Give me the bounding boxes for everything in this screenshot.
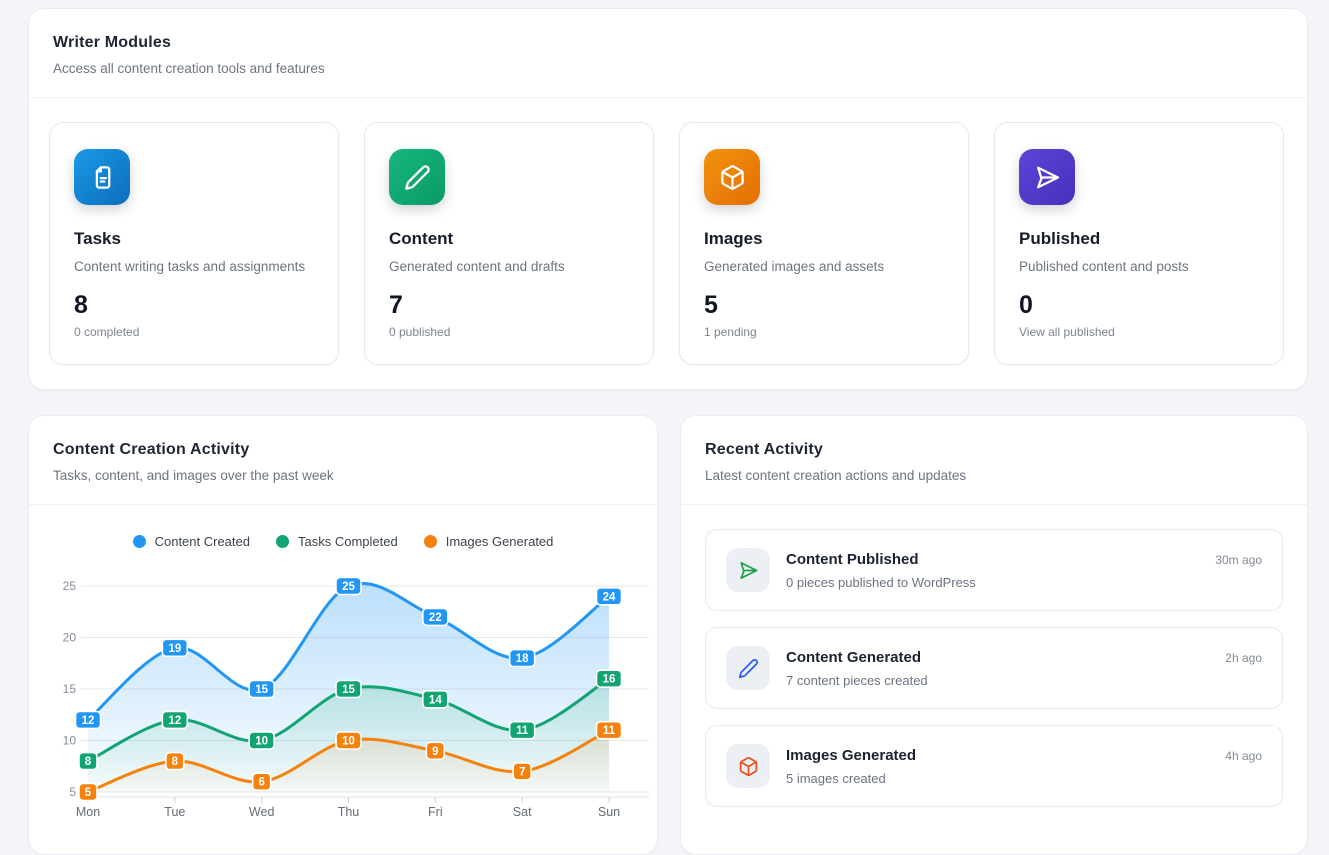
pencil-icon — [726, 646, 770, 690]
svg-text:10: 10 — [342, 736, 355, 748]
activity-item-description: 7 content pieces created — [786, 672, 928, 688]
svg-text:24: 24 — [603, 591, 616, 603]
svg-text:Tue: Tue — [164, 805, 185, 819]
writer-modules-title: Writer Modules — [53, 34, 172, 51]
legend-label: Tasks Completed — [298, 533, 398, 549]
activity-item-title: Images Generated — [786, 746, 917, 764]
module-card-count: 8 — [74, 291, 88, 319]
legend-dot — [276, 534, 289, 548]
activity-item-title: Content Generated — [786, 648, 922, 666]
recent-activity-panel: Recent Activity Latest content creation … — [680, 415, 1308, 855]
svg-text:25: 25 — [63, 579, 77, 593]
activity-item-timestamp: 30m ago — [1215, 552, 1262, 567]
svg-text:18: 18 — [516, 653, 529, 665]
svg-text:5: 5 — [69, 785, 76, 799]
recent-activity-title: Recent Activity — [705, 441, 823, 458]
svg-text:10: 10 — [63, 734, 77, 748]
chart-panel-subtitle: Tasks, content, and images over the past… — [53, 468, 334, 483]
legend-item-content-created[interactable]: Content Created — [132, 533, 250, 549]
recent-activity-subtitle: Latest content creation actions and upda… — [705, 468, 967, 483]
svg-text:22: 22 — [429, 612, 442, 624]
chart-panel-header: Content Creation Activity Tasks, content… — [29, 416, 657, 505]
svg-text:12: 12 — [82, 715, 95, 727]
svg-text:Mon: Mon — [76, 805, 100, 819]
module-card-content[interactable]: Content Generated content and drafts 7 0… — [364, 122, 654, 365]
activity-item-timestamp: 4h ago — [1225, 748, 1262, 763]
svg-text:15: 15 — [342, 684, 355, 696]
module-card-title: Published — [1019, 229, 1101, 248]
legend-item-images-generated[interactable]: Images Generated — [423, 533, 554, 549]
module-card-sub-label: 0 published — [389, 325, 451, 339]
module-card-title: Content — [389, 229, 454, 248]
svg-text:6: 6 — [258, 777, 264, 789]
svg-text:20: 20 — [63, 631, 77, 645]
content-creation-activity-panel: Content Creation Activity Tasks, content… — [28, 415, 658, 855]
svg-text:25: 25 — [342, 581, 355, 593]
svg-text:8: 8 — [85, 756, 92, 768]
svg-text:8: 8 — [172, 756, 179, 768]
module-card-count: 0 — [1019, 291, 1033, 319]
svg-text:7: 7 — [519, 766, 525, 778]
svg-text:9: 9 — [432, 746, 438, 758]
module-card-description: Content writing tasks and assignments — [74, 259, 306, 274]
send-icon — [726, 548, 770, 592]
cube-icon — [704, 149, 760, 205]
svg-text:11: 11 — [603, 725, 616, 737]
chart-panel-title: Content Creation Activity — [53, 441, 250, 458]
module-card-sub-label: 1 pending — [704, 325, 757, 339]
svg-text:19: 19 — [168, 643, 181, 655]
svg-text:Fri: Fri — [428, 805, 443, 819]
writer-modules-panel: Writer Modules Access all content creati… — [28, 8, 1308, 390]
svg-text:10: 10 — [255, 736, 268, 748]
cube-icon — [726, 744, 770, 788]
activity-item-content-generated[interactable]: Content Generated 2h ago 7 content piece… — [705, 627, 1283, 709]
pencil-icon — [389, 149, 445, 205]
legend-dot — [132, 534, 146, 548]
svg-text:15: 15 — [255, 684, 268, 696]
writer-modules-header: Writer Modules Access all content creati… — [29, 9, 1307, 98]
activity-item-images-generated[interactable]: Images Generated 4h ago 5 images created — [705, 725, 1283, 807]
writer-modules-subtitle: Access all content creation tools and fe… — [53, 61, 325, 76]
svg-text:15: 15 — [63, 682, 77, 696]
legend-label: Content Created — [154, 533, 250, 549]
module-card-description: Published content and posts — [1019, 259, 1189, 274]
activity-item-timestamp: 2h ago — [1225, 650, 1262, 665]
legend-item-tasks-completed[interactable]: Tasks Completed — [276, 534, 398, 549]
svg-text:5: 5 — [85, 787, 92, 799]
send-icon — [1019, 149, 1075, 205]
module-card-title: Images — [704, 229, 763, 248]
svg-text:16: 16 — [603, 674, 616, 686]
svg-text:Sat: Sat — [513, 805, 532, 819]
svg-text:Wed: Wed — [249, 805, 275, 819]
svg-text:Sun: Sun — [598, 805, 620, 819]
svg-text:14: 14 — [429, 694, 442, 706]
module-card-published[interactable]: Published Published content and posts 0 … — [994, 122, 1284, 365]
module-card-tasks[interactable]: Tasks Content writing tasks and assignme… — [49, 122, 339, 365]
module-card-count: 7 — [389, 291, 403, 319]
module-cards-row: Tasks Content writing tasks and assignme… — [29, 98, 1307, 389]
module-card-description: Generated content and drafts — [389, 259, 565, 274]
legend-label: Images Generated — [445, 533, 554, 549]
recent-activity-header: Recent Activity Latest content creation … — [681, 416, 1307, 505]
module-card-sub-label: 0 completed — [74, 325, 140, 339]
svg-text:Thu: Thu — [338, 805, 360, 819]
module-card-sub-label: View all published — [1019, 325, 1115, 339]
activity-item-title: Content Published — [786, 550, 919, 568]
module-card-images[interactable]: Images Generated images and assets 5 1 p… — [679, 122, 969, 365]
activity-item-description: 5 images created — [786, 770, 886, 786]
module-card-description: Generated images and assets — [704, 259, 885, 274]
activity-list: Content Published 30m ago 0 pieces publi… — [681, 505, 1307, 831]
activity-item-content-published[interactable]: Content Published 30m ago 0 pieces publi… — [705, 529, 1283, 611]
svg-text:12: 12 — [168, 715, 181, 727]
activity-item-description: 0 pieces published to WordPress — [786, 574, 976, 590]
activity-line-chart[interactable]: 5 10 15 20 25 Mon Tue Wed Thu Fri Sat Sun 12 19 15 25 22… — [29, 559, 657, 825]
file-text-icon — [74, 149, 130, 205]
module-card-count: 5 — [704, 291, 718, 319]
legend-dot — [423, 534, 437, 548]
svg-text:11: 11 — [516, 725, 529, 737]
module-card-title: Tasks — [74, 229, 121, 248]
chart-legend: Content Created Tasks Completed Images Gen… — [29, 531, 657, 551]
